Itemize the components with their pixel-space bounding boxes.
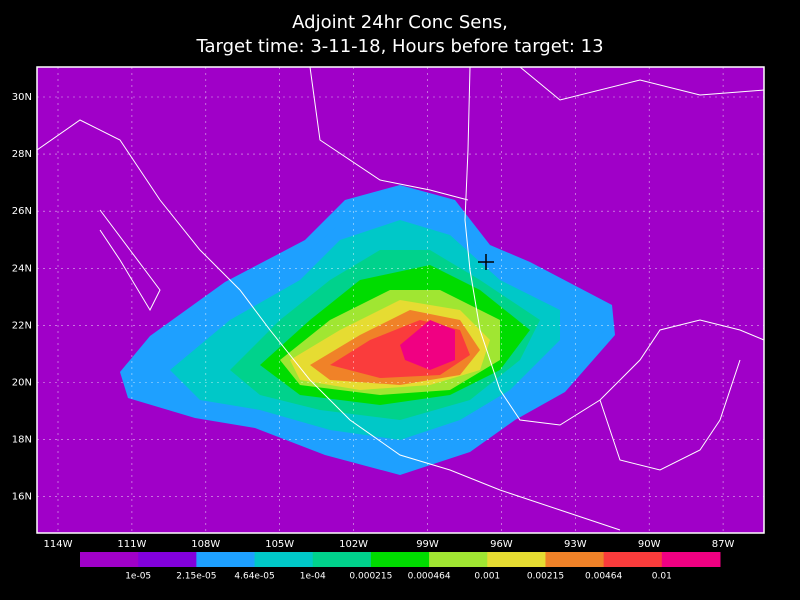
lon-label: 111W xyxy=(117,539,146,550)
lon-label: 87W xyxy=(712,539,735,550)
lon-label: 93W xyxy=(564,539,587,550)
colorbar-swatch xyxy=(254,552,314,567)
colorbar-label: 1e-05 xyxy=(125,572,151,582)
colorbar-label: 0.00464 xyxy=(585,572,622,582)
colorbar-swatch xyxy=(196,552,256,567)
colorbar-swatch xyxy=(80,552,139,567)
lon-label: 99W xyxy=(416,539,439,550)
lon-label: 114W xyxy=(44,539,73,550)
coastline xyxy=(37,119,621,531)
map-frame xyxy=(36,66,765,534)
colorbar-swatch xyxy=(312,552,372,567)
lat-label: 18N xyxy=(12,435,32,446)
coastline xyxy=(99,209,161,312)
coastline xyxy=(309,67,469,201)
lon-label: 108W xyxy=(191,539,220,550)
map-area xyxy=(37,67,764,533)
colorbar-label: 0.000464 xyxy=(408,572,451,582)
lat-label: 22N xyxy=(12,320,32,331)
coastline xyxy=(519,67,764,101)
title-line: Adjoint 24hr Conc Sens, xyxy=(292,12,508,33)
colorbar-swatch xyxy=(429,552,488,567)
colorbar-label: 0.00215 xyxy=(527,572,564,582)
colorbar-label: 1e-04 xyxy=(300,572,326,582)
colorbar-label: 4.64e-05 xyxy=(234,572,274,582)
lat-label: 24N xyxy=(12,263,32,274)
colorbar-swatch xyxy=(138,552,197,567)
colorbar-label: 2.15e-05 xyxy=(176,572,216,582)
colorbar-swatch xyxy=(603,552,663,567)
coastline xyxy=(464,67,764,426)
lat-label: 26N xyxy=(12,206,32,217)
colorbar-swatch xyxy=(487,552,546,567)
colorbar-swatch xyxy=(370,552,430,567)
lon-label: 102W xyxy=(339,539,368,550)
lat-label: 16N xyxy=(12,492,32,503)
colorbar-swatch xyxy=(661,552,721,567)
lon-label: 105W xyxy=(265,539,294,550)
lat-label: 28N xyxy=(12,149,32,160)
target-marker xyxy=(478,254,494,270)
colorbar-label: 0.001 xyxy=(474,572,500,582)
lat-label: 20N xyxy=(12,378,32,389)
colorbar-label: 0.01 xyxy=(652,572,672,582)
colorbar-swatch xyxy=(545,552,605,567)
title-line: Target time: 3-11-18, Hours before targe… xyxy=(195,36,603,57)
colorbar-label: 0.000215 xyxy=(349,572,392,582)
lon-label: 96W xyxy=(490,539,513,550)
lat-label: 30N xyxy=(12,92,32,103)
lon-label: 90W xyxy=(638,539,661,550)
